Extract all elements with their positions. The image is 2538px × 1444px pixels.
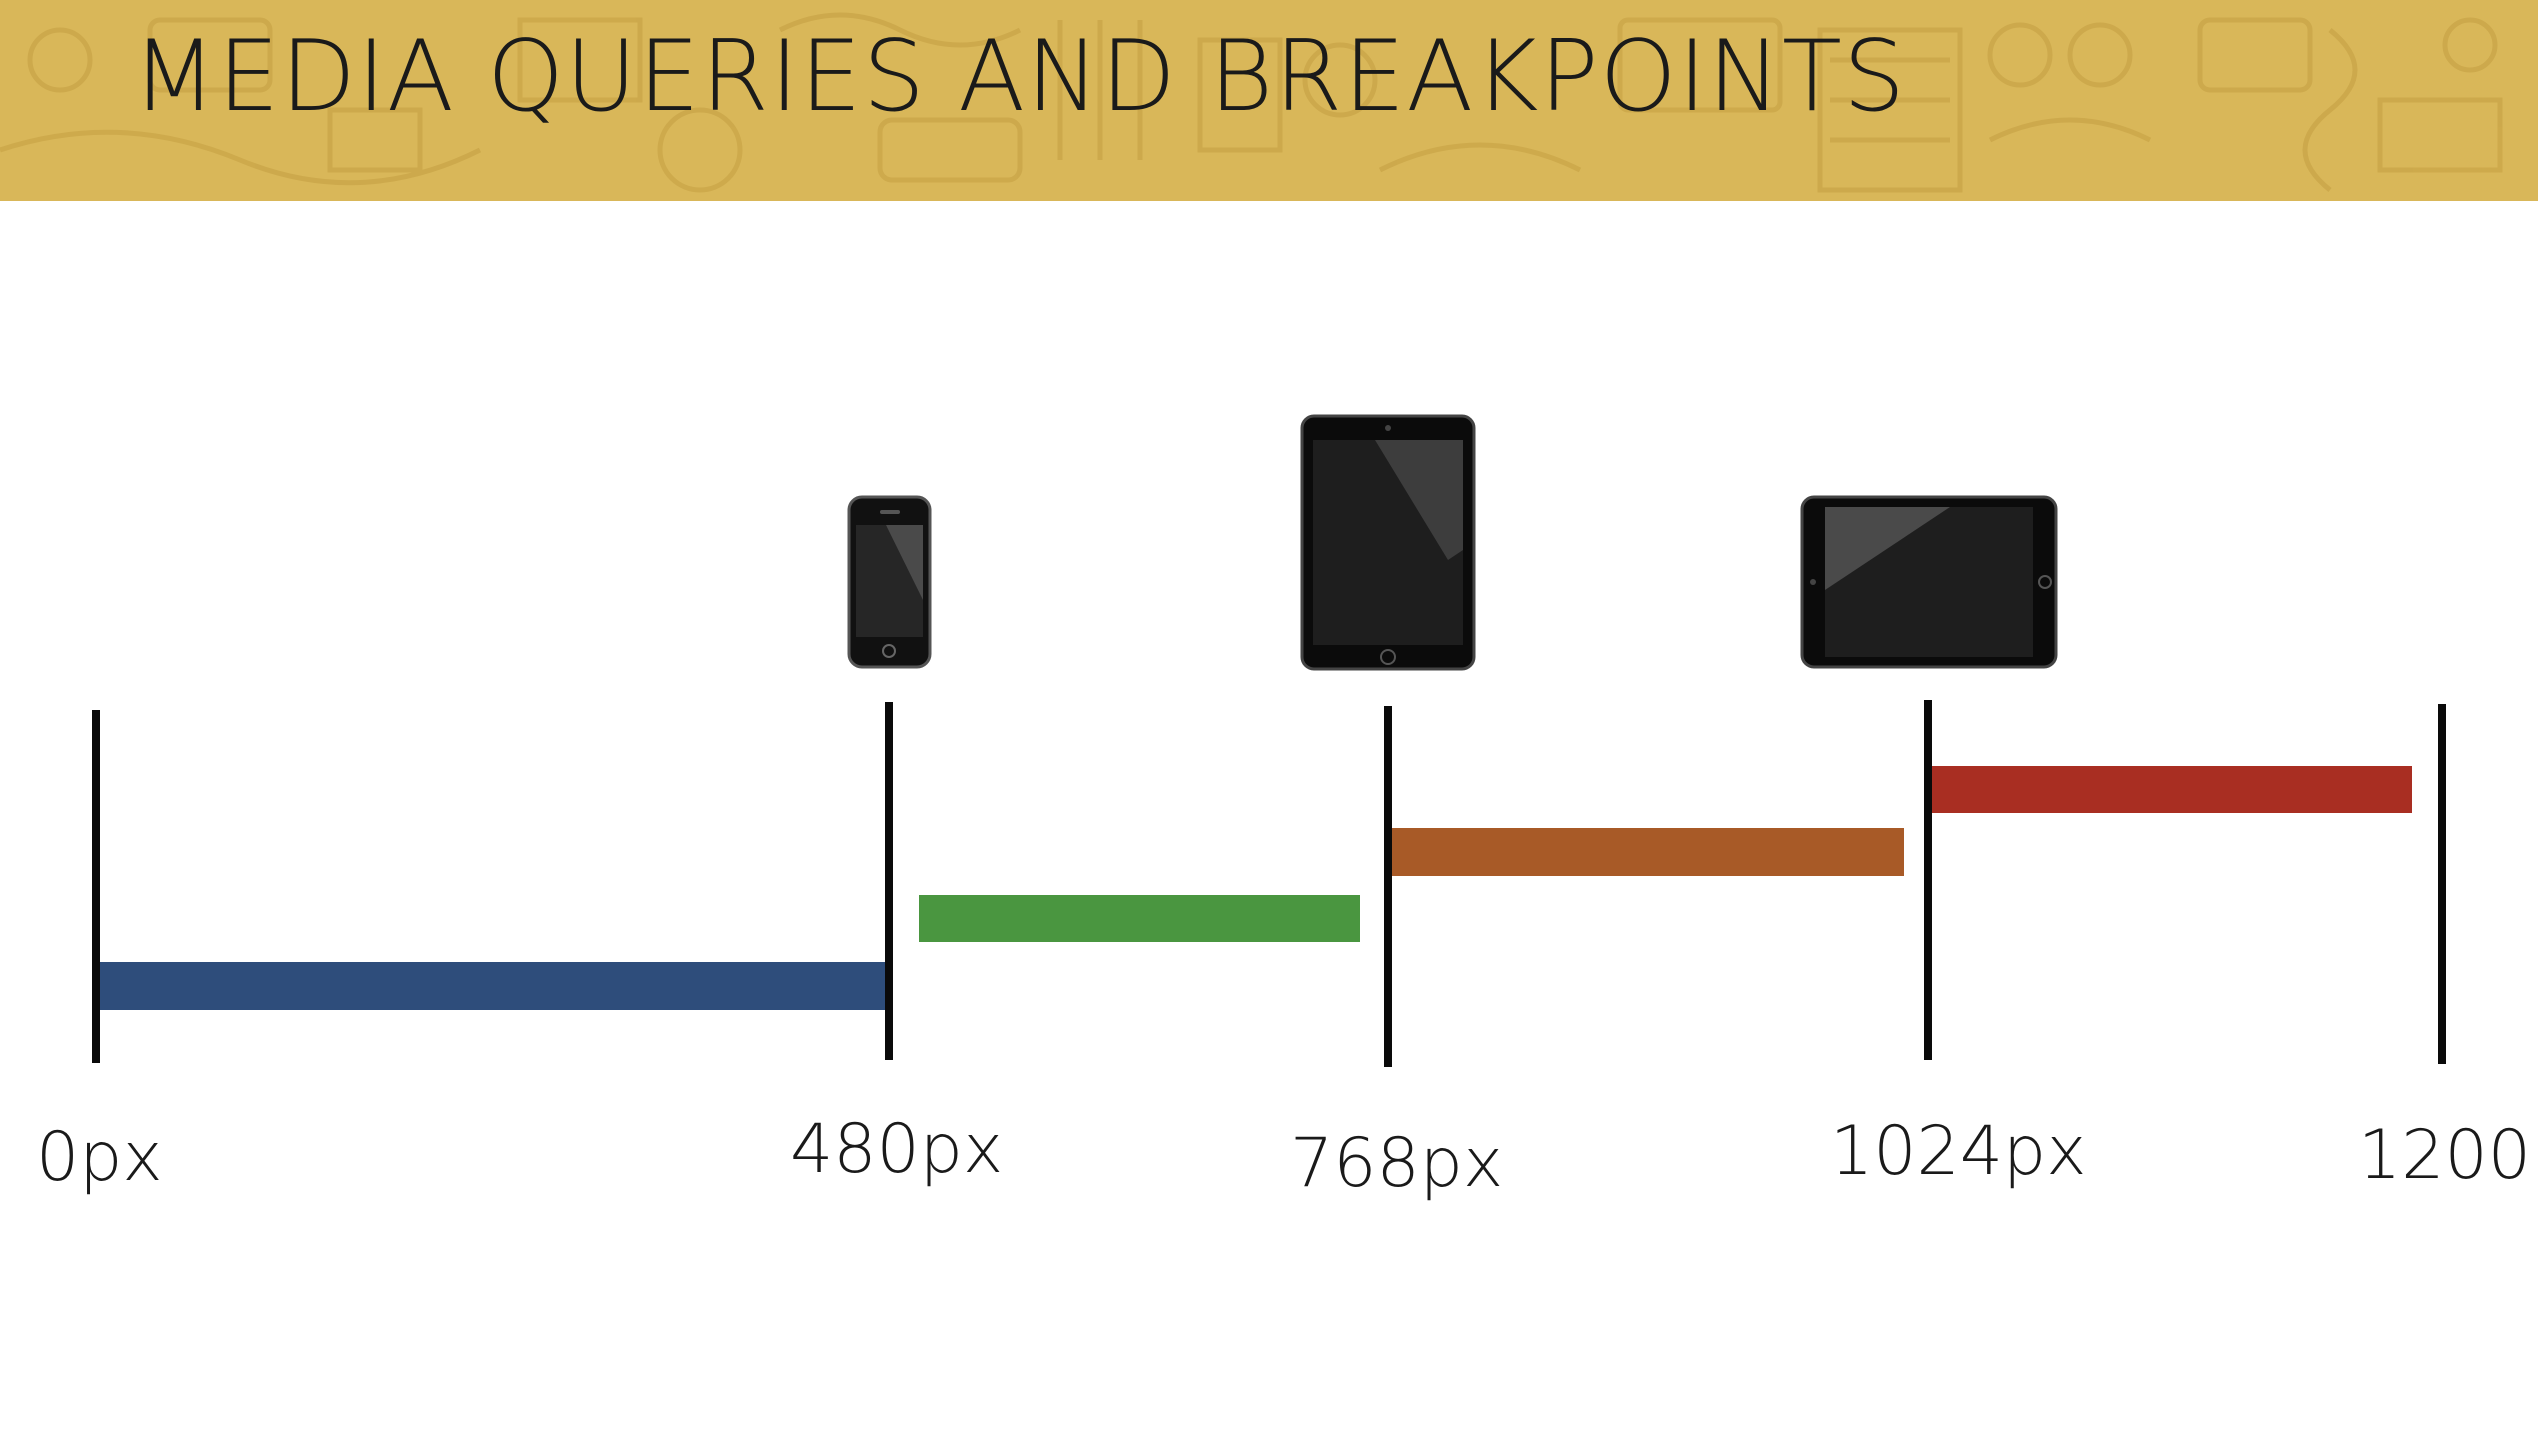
smartphone-icon bbox=[847, 495, 932, 669]
header-banner: MEDIA QUERIES AND BREAKPOINTS bbox=[0, 0, 2538, 201]
breakpoint-label: 480px bbox=[790, 1110, 1004, 1189]
tablet-landscape-icon bbox=[1800, 495, 2058, 669]
range-bar bbox=[919, 895, 1360, 942]
range-bar bbox=[96, 962, 889, 1010]
breakpoint-label: 0px bbox=[36, 1118, 163, 1197]
header-pattern bbox=[0, 12, 2503, 193]
tablet-portrait-icon bbox=[1300, 414, 1476, 671]
range-bar bbox=[1392, 828, 1904, 876]
breakpoint-label: 768px bbox=[1290, 1124, 1504, 1203]
page-title: MEDIA QUERIES AND BREAKPOINTS bbox=[132, 20, 1907, 134]
breakpoint-label: 1200 bbox=[2358, 1116, 2532, 1195]
breakpoint-label: 1024px bbox=[1830, 1112, 2087, 1191]
range-bar bbox=[1932, 766, 2412, 813]
